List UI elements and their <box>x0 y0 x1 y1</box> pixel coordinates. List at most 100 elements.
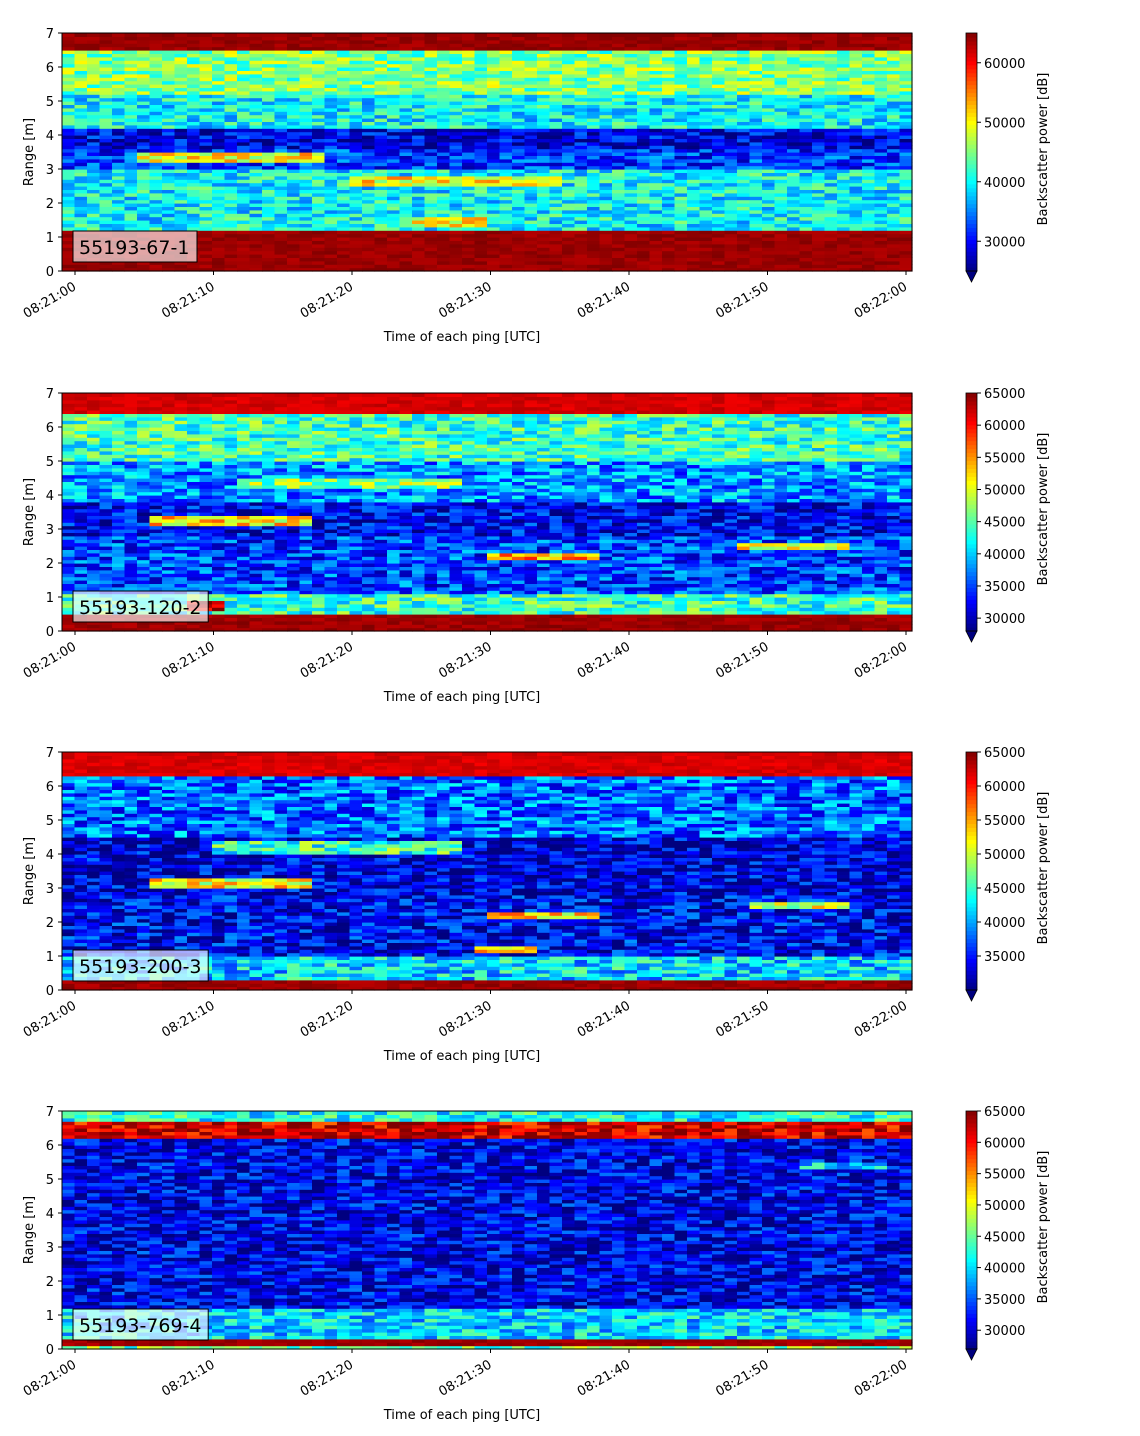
heatmap-cell <box>524 158 538 163</box>
heatmap-cell <box>324 182 338 187</box>
heatmap-cell <box>224 131 238 136</box>
heatmap-cell <box>799 216 813 221</box>
heatmap-cell <box>349 114 363 119</box>
heatmap-cell <box>324 145 338 150</box>
heatmap-cell <box>349 124 363 129</box>
heatmap-cell <box>662 175 676 180</box>
heatmap-cell <box>387 189 401 194</box>
heatmap-cell <box>74 104 88 109</box>
heatmap-cell <box>87 189 101 194</box>
heatmap-cell <box>424 226 438 231</box>
heatmap-cell <box>887 192 901 197</box>
heatmap-cell <box>224 250 238 255</box>
heatmap-cell <box>312 216 326 221</box>
heatmap-cell <box>599 33 613 37</box>
heatmap-cell <box>287 124 301 129</box>
heatmap-cell <box>62 169 76 173</box>
heatmap-cell <box>462 264 476 269</box>
heatmap-cell <box>312 209 326 214</box>
heatmap-cell <box>512 131 526 136</box>
heatmap-cell <box>287 179 301 184</box>
heatmap-cell <box>362 186 376 190</box>
heatmap-cell <box>237 267 251 272</box>
heatmap-cell <box>237 230 251 235</box>
heatmap-cell <box>737 243 751 248</box>
heatmap-cell <box>324 247 338 252</box>
heatmap-cell <box>324 203 338 207</box>
heatmap-cell <box>237 60 251 65</box>
heatmap-cell <box>337 94 351 99</box>
heatmap-cell <box>387 233 401 238</box>
heatmap-cell <box>99 104 113 109</box>
heatmap-cell <box>237 33 251 37</box>
heatmap-cell <box>787 182 801 187</box>
heatmap-cell <box>262 124 276 129</box>
heatmap-cell <box>274 216 288 221</box>
heatmap-cell <box>299 172 313 177</box>
heatmap-cell <box>74 70 88 75</box>
heatmap-cell <box>212 118 226 122</box>
heatmap-cell <box>74 43 88 48</box>
heatmap-cell <box>237 131 251 136</box>
colorbar-segment <box>966 148 977 153</box>
heatmap-cell <box>687 141 701 146</box>
heatmap-cell <box>249 121 263 126</box>
heatmap-cell <box>399 209 413 214</box>
heatmap-cell <box>862 233 876 238</box>
heatmap-cell <box>724 264 738 269</box>
heatmap-cell <box>349 169 363 173</box>
heatmap-cell <box>312 56 326 61</box>
heatmap-cell <box>199 56 213 61</box>
heatmap-cell <box>749 199 763 204</box>
heatmap-cell <box>87 223 101 228</box>
heatmap-cell <box>162 131 176 136</box>
heatmap-cell <box>737 192 751 197</box>
heatmap-cell <box>212 56 226 61</box>
heatmap-cell <box>637 175 651 180</box>
heatmap-cell <box>224 240 238 245</box>
heatmap-cell <box>349 165 363 170</box>
heatmap-cell <box>74 437 88 442</box>
heatmap-cell <box>187 107 201 112</box>
heatmap-cell <box>712 175 726 180</box>
heatmap-cell <box>699 264 713 269</box>
heatmap-cell <box>199 118 213 122</box>
heatmap-cell <box>499 182 513 187</box>
heatmap-cell <box>212 192 226 197</box>
heatmap-cell <box>262 148 276 153</box>
heatmap-cell <box>224 203 238 207</box>
heatmap-cell <box>224 77 238 82</box>
heatmap-cell <box>312 223 326 228</box>
heatmap-cell <box>374 77 388 82</box>
heatmap-cell <box>699 226 713 231</box>
heatmap-cell <box>637 233 651 238</box>
heatmap-cell <box>662 182 676 187</box>
heatmap-cell <box>324 60 338 65</box>
heatmap-cell <box>162 158 176 163</box>
heatmap-cell <box>349 264 363 269</box>
heatmap-cell <box>724 216 738 221</box>
heatmap-cell <box>299 158 313 163</box>
heatmap-cell <box>224 50 238 54</box>
heatmap-cell <box>62 60 76 65</box>
heatmap-cell <box>437 243 451 248</box>
heatmap-cell <box>87 152 101 156</box>
colorbar-segment <box>966 235 977 240</box>
heatmap-cell <box>199 111 213 116</box>
heatmap-cell <box>187 172 201 177</box>
heatmap-cell <box>224 70 238 75</box>
heatmap-cell <box>174 267 188 272</box>
heatmap-cell <box>162 165 176 170</box>
heatmap-cell <box>174 199 188 204</box>
heatmap-cell <box>199 250 213 255</box>
heatmap-cell <box>274 233 288 238</box>
heatmap-cell <box>762 182 776 187</box>
heatmap-cell <box>337 203 351 207</box>
heatmap-cell <box>899 182 913 187</box>
heatmap-cell <box>487 131 501 136</box>
heatmap-cell <box>887 216 901 221</box>
heatmap-cell <box>249 124 263 129</box>
heatmap-cell <box>112 260 126 265</box>
heatmap-cell <box>487 182 501 187</box>
heatmap-cell <box>812 250 826 255</box>
